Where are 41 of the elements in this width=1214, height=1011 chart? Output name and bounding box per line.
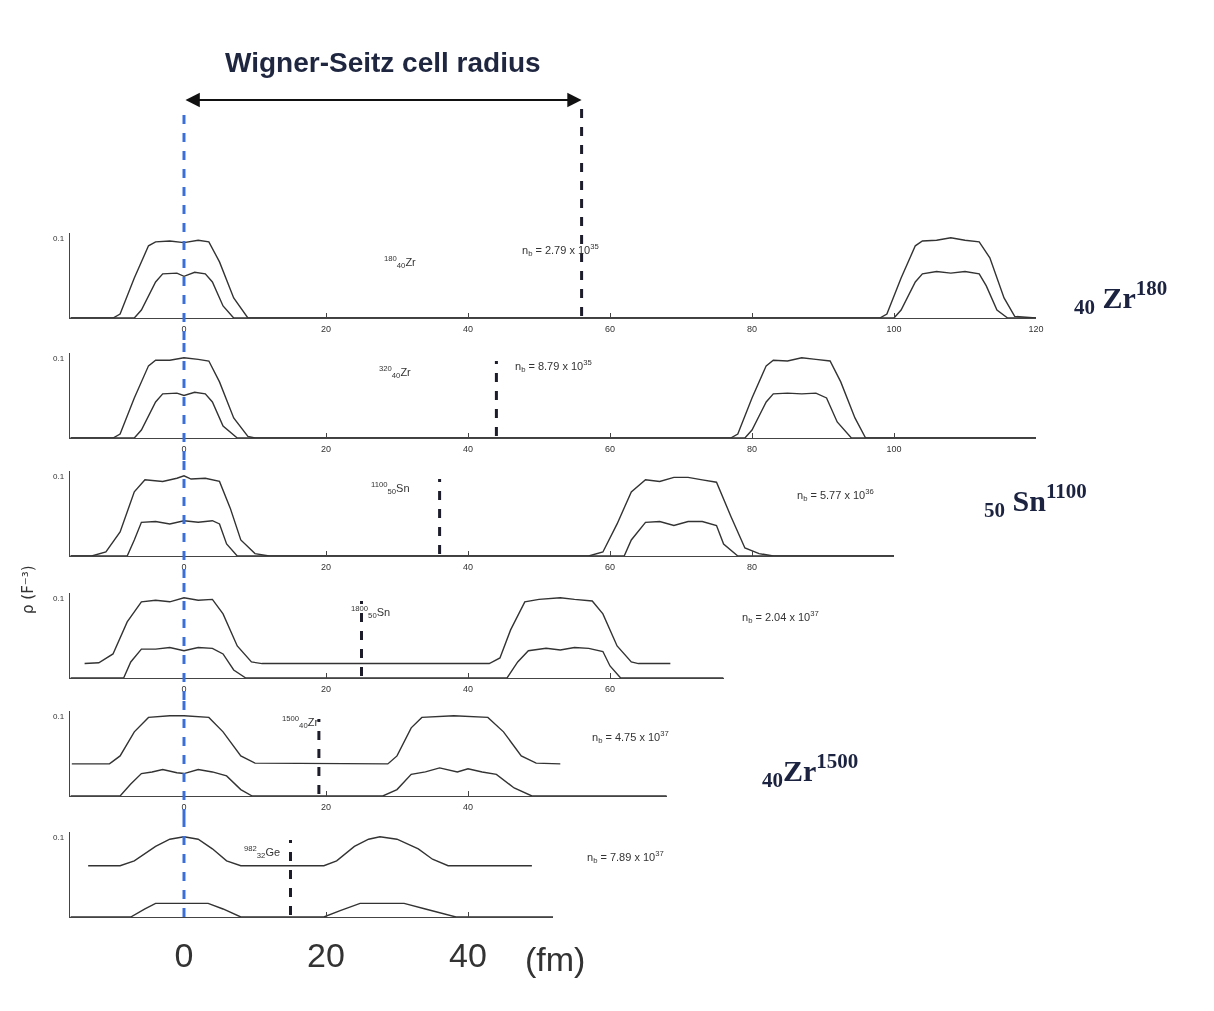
x-tick-label: 40 [462, 444, 474, 455]
x-tick-label: 60 [604, 562, 616, 573]
y-axis-title: ρ (F⁻³) [19, 565, 37, 614]
text: 0.1 [53, 354, 65, 363]
x-tick-label: 120 [1028, 324, 1044, 335]
annotation: n$_{b}$ = 5.77 x 10$^{36}$ [797, 487, 874, 503]
x-tick-label: 40 [462, 684, 474, 695]
text: n$_{b}$ = 2.04 x 10$^{37}$ [742, 609, 819, 625]
annotation: n$_{b}$ = 8.79 x 10$^{35}$ [515, 358, 592, 374]
text: $_{50}$ Sn$^{1100}$ [984, 479, 1087, 522]
x-tick-label: 0 [174, 936, 194, 975]
x-tick-label: 20 [320, 802, 332, 813]
text: n$_{b}$ = 7.89 x 10$^{37}$ [587, 849, 664, 865]
x-tick-label: 100 [886, 324, 902, 335]
x-tick-label: 20 [320, 684, 332, 695]
annotation: n$_{b}$ = 4.75 x 10$^{37}$ [592, 729, 669, 745]
x-tick-label: 40 [462, 562, 474, 573]
x-tick-label: 80 [746, 444, 758, 455]
chart-title: Wigner-Seitz cell radius [225, 47, 541, 78]
x-tick-label: 80 [746, 324, 758, 335]
x-tick-label: 60 [604, 324, 616, 335]
x-tick-label: 20 [307, 936, 345, 975]
x-tick-label: 20 [320, 562, 332, 573]
x-tick-label: 40 [462, 802, 474, 813]
text: $_{40}$ Zr$^{180}$ [1074, 276, 1168, 319]
x-tick-label: 40 [449, 936, 487, 975]
x-tick-label: 20 [320, 324, 332, 335]
x-tick-label: 40 [462, 324, 474, 335]
text: 0.1 [53, 833, 65, 842]
x-axis-title: (fm) [525, 940, 586, 978]
text: $_{40}$Zr$^{1500}$ [762, 749, 859, 792]
x-tick-label: 60 [604, 684, 616, 695]
annotation: n$_{b}$ = 2.79 x 10$^{35}$ [522, 242, 599, 258]
x-tick-label: 100 [886, 444, 902, 455]
x-tick-label: 80 [746, 562, 758, 573]
x-tick-label: 20 [320, 444, 332, 455]
text: 0.1 [53, 472, 65, 481]
text: 0.1 [53, 594, 65, 603]
text: 0.1 [53, 712, 65, 721]
text: 0.1 [53, 234, 65, 243]
x-tick-label: 60 [604, 444, 616, 455]
